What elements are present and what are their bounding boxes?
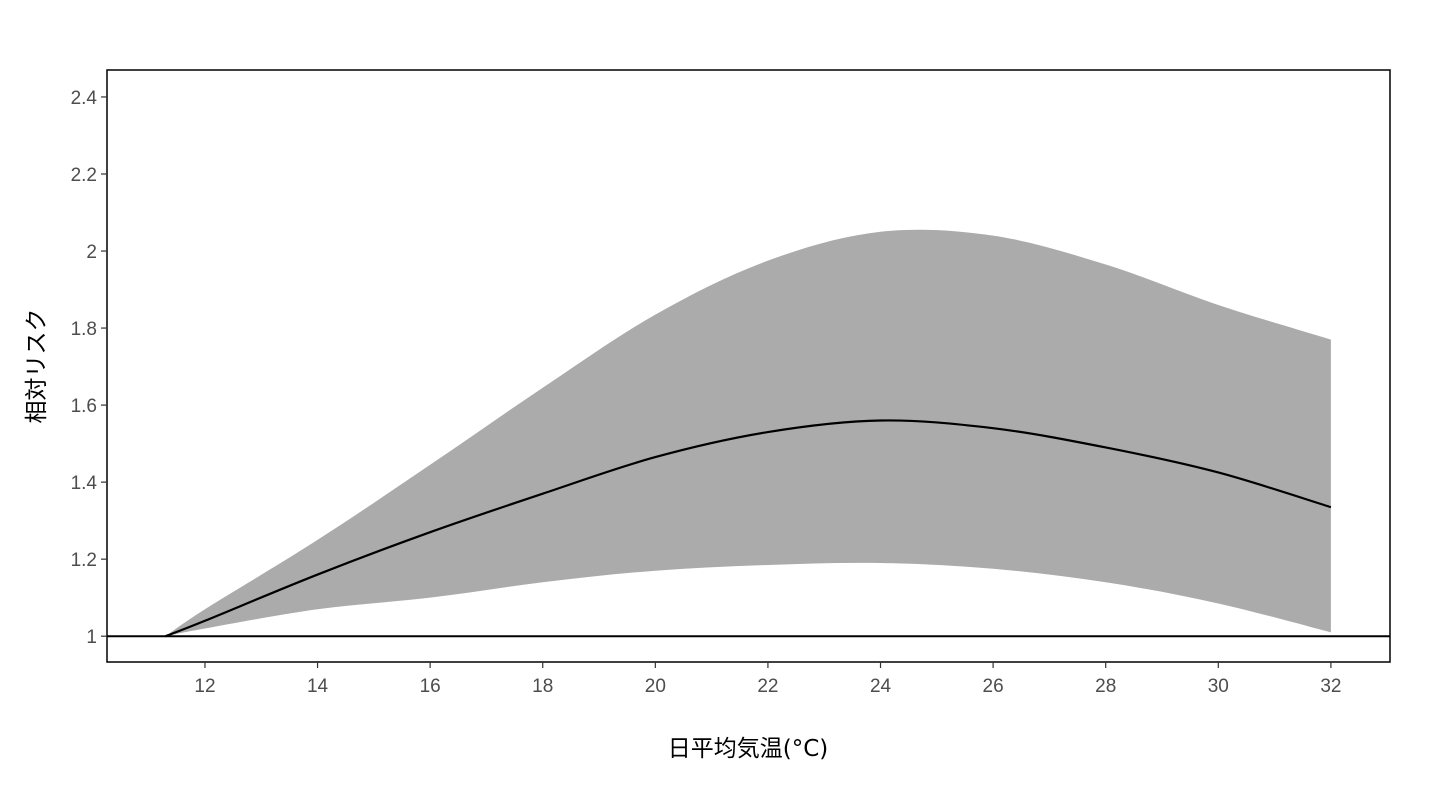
- x-tick-label: 30: [1208, 676, 1229, 697]
- y-tick-label: 2: [86, 242, 97, 263]
- x-tick-label: 24: [870, 676, 892, 697]
- x-tick-label: 18: [532, 676, 553, 697]
- x-tick-label: 22: [757, 676, 778, 697]
- x-tick-label: 16: [420, 676, 441, 697]
- y-axis-label: 相対リスク: [24, 309, 50, 424]
- y-tick-label: 2.4: [71, 88, 98, 109]
- x-tick-label: 12: [194, 676, 215, 697]
- y-tick-label: 1: [86, 627, 97, 648]
- x-tick-label: 26: [983, 676, 1004, 697]
- confidence-ribbon: [165, 229, 1331, 637]
- y-tick-label: 1.8: [71, 319, 97, 340]
- y-tick-label: 1.6: [71, 396, 97, 417]
- y-tick-label: 1.4: [71, 473, 98, 494]
- relative-risk-line: [165, 419, 1332, 638]
- plot-panel-border: [106, 69, 1391, 663]
- x-tick-label: 14: [307, 676, 329, 697]
- x-tick-label: 28: [1095, 676, 1116, 697]
- x-tick-label: 32: [1320, 676, 1341, 697]
- x-axis-label: 日平均気温(°C): [668, 736, 829, 762]
- x-tick-label: 20: [645, 676, 666, 697]
- y-tick-label: 1.2: [71, 550, 97, 571]
- y-tick-label: 2.2: [71, 165, 97, 186]
